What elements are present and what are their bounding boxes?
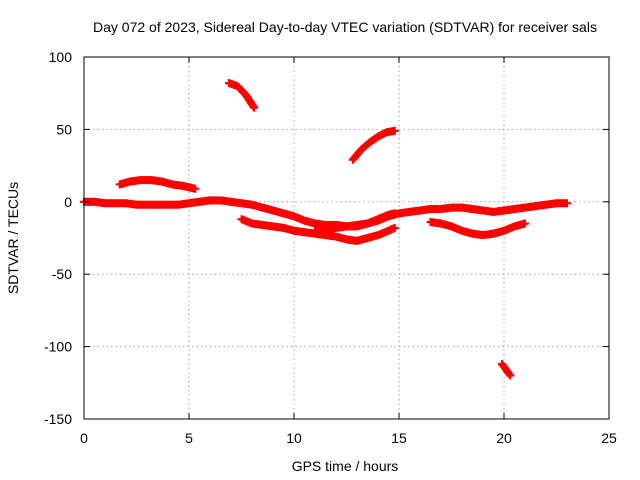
data-point xyxy=(521,219,529,228)
x-tick-label: 15 xyxy=(391,430,407,446)
y-tick-label: -50 xyxy=(52,266,72,282)
y-tick-label: -100 xyxy=(44,339,72,355)
x-axis-label: GPS time / hours xyxy=(292,458,399,474)
y-axis-label: SDTVAR / TECUs xyxy=(5,182,21,294)
y-tick-label: 0 xyxy=(64,194,72,210)
plot-frame xyxy=(83,56,610,420)
chart-title: Day 072 of 2023, Sidereal Day-to-day VTE… xyxy=(93,19,597,35)
y-tick-label: 100 xyxy=(49,49,73,65)
x-tick-label: 0 xyxy=(80,430,88,446)
data-point xyxy=(390,126,399,135)
x-tick-label: 25 xyxy=(601,430,617,446)
grid xyxy=(84,57,609,419)
data-point xyxy=(191,184,200,193)
data-points xyxy=(80,79,571,380)
data-point xyxy=(250,103,259,112)
x-tick-label: 20 xyxy=(496,430,512,446)
data-point xyxy=(563,199,571,208)
y-tick-label: 50 xyxy=(56,121,72,137)
data-point xyxy=(390,223,399,232)
x-tick-label: 10 xyxy=(286,430,302,446)
ticks: 0 5 10 15 20 25 -150 -100 -50 0 50 100 xyxy=(44,49,617,446)
data-point xyxy=(506,371,515,380)
x-tick-label: 5 xyxy=(185,430,193,446)
y-tick-label: -150 xyxy=(44,411,72,427)
